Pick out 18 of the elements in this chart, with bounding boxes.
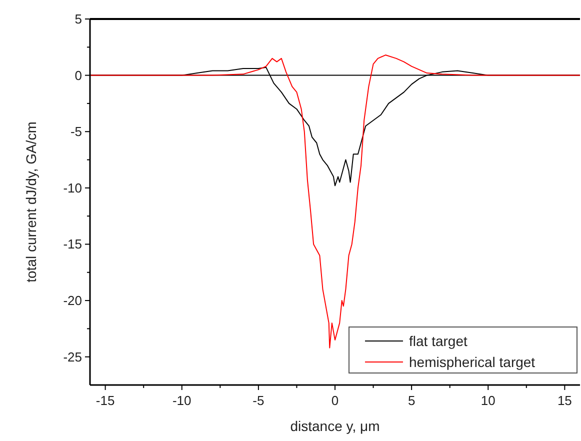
legend-label: flat target xyxy=(409,333,468,349)
x-axis-title: distance y, μm xyxy=(290,418,380,434)
x-tick-label: -5 xyxy=(252,393,264,408)
x-tick-label: -10 xyxy=(172,393,192,408)
y-tick-label: 0 xyxy=(74,68,82,83)
x-tick-label: 0 xyxy=(331,393,339,408)
y-tick-label: -15 xyxy=(63,236,82,252)
y-axis-title: total current dJ/dy, GA/cm xyxy=(23,122,39,282)
x-tick-label: 10 xyxy=(480,393,496,408)
y-tick-label: 5 xyxy=(74,12,82,26)
legend-label: hemispherical target xyxy=(409,354,536,370)
y-tick-label: -20 xyxy=(63,293,82,308)
x-tick-label: -15 xyxy=(96,393,115,408)
y-tick-label: -10 xyxy=(63,180,82,196)
x-tick-label: 15 xyxy=(557,393,572,408)
x-tick-label: 5 xyxy=(408,393,416,408)
y-tick-label: -5 xyxy=(70,124,82,140)
y-tick-label: -25 xyxy=(63,349,82,364)
